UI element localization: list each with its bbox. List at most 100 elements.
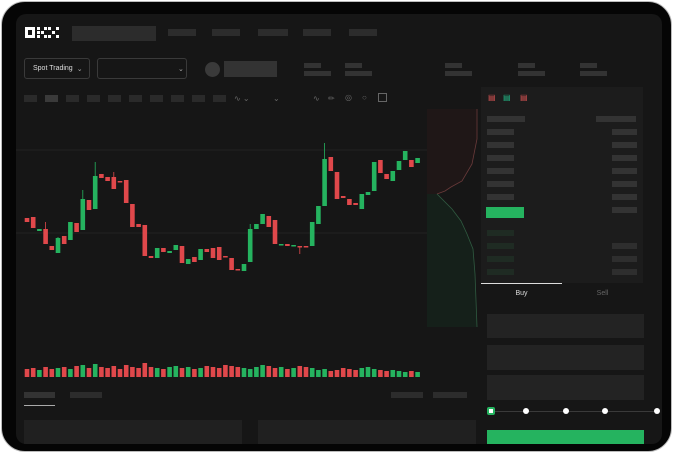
candle [365, 192, 371, 195]
candle [415, 158, 420, 163]
nav-item[interactable] [212, 29, 240, 36]
timeframe-button[interactable] [45, 95, 58, 102]
volume-bar [161, 369, 166, 377]
volume-bar [167, 367, 172, 377]
candle [123, 180, 129, 203]
nav-item[interactable] [258, 29, 288, 36]
slider-step-100[interactable] [654, 408, 660, 414]
volume-bar [136, 368, 141, 377]
pair-select[interactable]: ⌄ [97, 58, 187, 79]
tab-open-orders[interactable] [24, 392, 55, 398]
candle [80, 199, 86, 230]
bids-only-icon[interactable]: ▤ [503, 93, 511, 102]
candle [173, 245, 179, 250]
slider-step-50[interactable] [563, 408, 569, 414]
timeframe-button[interactable] [66, 95, 79, 102]
indicator-icon[interactable]: ∿ ⌄ [234, 94, 250, 103]
ask-amount [612, 194, 637, 200]
candlestick-chart[interactable] [16, 109, 428, 379]
slider-step-75[interactable] [602, 408, 608, 414]
volume-bar [415, 372, 420, 377]
both-sides-icon[interactable]: ▤ [488, 93, 496, 102]
volume-bar [216, 368, 222, 377]
candle [378, 160, 383, 173]
volume-bar [353, 370, 358, 377]
tab-sell[interactable]: Sell [596, 290, 609, 297]
pencil-icon[interactable]: ✏ [328, 94, 335, 103]
tab-order-history[interactable] [70, 392, 102, 398]
timeframe-button[interactable] [129, 95, 142, 102]
nav-item[interactable] [349, 29, 377, 36]
tab-buy[interactable]: Buy [515, 290, 528, 297]
brush-icon[interactable]: ◎ [345, 93, 352, 102]
timeframe-button[interactable] [87, 95, 100, 102]
timeframe-button[interactable] [108, 95, 121, 102]
ask-amount [612, 168, 637, 174]
candle [241, 264, 247, 271]
candle [297, 246, 303, 248]
fullscreen-icon[interactable] [378, 93, 387, 102]
timeframe-button[interactable] [24, 95, 37, 102]
volume-bar [247, 369, 253, 377]
candle [148, 256, 154, 258]
timeframe-button[interactable] [150, 95, 163, 102]
timeframe-button[interactable] [192, 95, 205, 102]
volume-bar [130, 367, 135, 377]
slider-step-25[interactable] [523, 408, 529, 414]
candle [402, 151, 408, 160]
bid-price [487, 256, 514, 262]
candle [179, 246, 185, 263]
volume-bar [68, 369, 73, 377]
amount-input[interactable] [487, 345, 644, 370]
all-button[interactable] [433, 392, 467, 398]
candle [210, 248, 216, 258]
ask-price [487, 168, 514, 174]
candle [272, 220, 278, 244]
candle [68, 222, 73, 240]
filter-button[interactable] [391, 392, 423, 398]
candle [223, 256, 228, 258]
volume-bar [204, 366, 210, 377]
candle [43, 229, 48, 244]
amount-slider[interactable] [491, 411, 658, 412]
candle [316, 206, 321, 224]
candle [167, 251, 172, 253]
candle [142, 225, 148, 256]
volume-bar [111, 366, 117, 377]
volume-bar [316, 370, 321, 377]
volume-bar [154, 368, 160, 377]
volume-bar [272, 368, 278, 377]
candle [198, 249, 203, 260]
active-tab-indicator [481, 283, 562, 284]
timeframe-button[interactable] [171, 95, 184, 102]
candle [37, 229, 42, 231]
market-type-select[interactable]: Spot Trading ⌄ [24, 58, 90, 79]
volume-bar [309, 368, 315, 377]
candle [359, 194, 365, 209]
nav-item[interactable] [303, 29, 331, 36]
candle [154, 248, 160, 258]
search-bar[interactable] [72, 26, 156, 41]
buy-button[interactable] [487, 430, 644, 444]
ask-amount [612, 207, 637, 213]
wave-icon[interactable]: ∿ [313, 94, 320, 103]
line-tool-icon[interactable]: ⌄ [273, 94, 280, 103]
bid-price [487, 269, 514, 275]
nav-item[interactable] [168, 29, 196, 36]
volume-bar [74, 366, 79, 377]
volume-bar [322, 369, 327, 377]
depth-chart [427, 109, 478, 327]
asks-only-icon[interactable]: ▤ [520, 93, 528, 102]
slider-handle[interactable] [487, 407, 495, 415]
coin-icon [205, 62, 220, 77]
price-input[interactable] [487, 314, 644, 338]
volume-bar [99, 367, 104, 377]
volume-bar [117, 369, 123, 377]
orders-panel [24, 420, 242, 444]
volume-bar [229, 366, 234, 377]
total-input[interactable] [487, 375, 644, 400]
timeframe-button[interactable] [213, 95, 226, 102]
circle-icon[interactable]: ○ [362, 93, 367, 102]
volume-bar [328, 371, 334, 377]
